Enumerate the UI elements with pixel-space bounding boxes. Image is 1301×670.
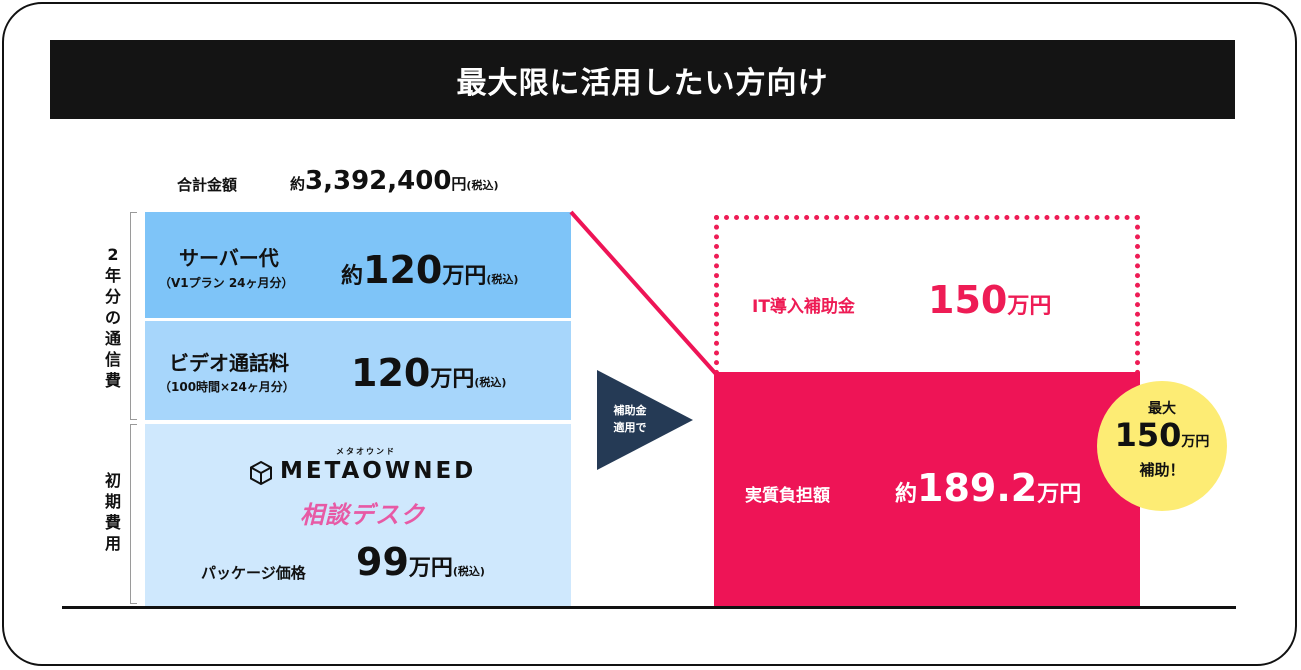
- baseline: [62, 606, 1236, 609]
- actual-amount: 189.2: [917, 466, 1038, 510]
- package-label: パッケージ価格: [201, 564, 306, 582]
- page-title-text: 最大限に活用したい方向け: [456, 65, 829, 101]
- video-call-sub: （100時間×24ヶ月分）: [159, 380, 295, 394]
- page-title: 最大限に活用したい方向け: [50, 40, 1235, 119]
- server-cost-unit: 万円: [442, 264, 487, 289]
- communication-group-label: 2年分の通信費: [104, 245, 121, 390]
- server-cost-sub: （V1プラン 24ヶ月分）: [159, 276, 294, 290]
- server-cost-title: サーバー代: [179, 246, 279, 270]
- communication-bracket: [130, 212, 137, 420]
- total-tax: (税込): [466, 179, 499, 192]
- badge-amount: 150: [1114, 416, 1182, 454]
- actual-prefix: 約: [895, 482, 918, 507]
- total-value: 約3,392,400円(税込): [290, 166, 498, 196]
- actual-price: 約189.2万円: [895, 466, 1081, 510]
- subsidy-label: IT導入補助金: [752, 297, 855, 317]
- subsidy-unit: 万円: [1007, 294, 1052, 319]
- actual-unit: 万円: [1037, 482, 1082, 507]
- server-cost-block: サーバー代 （V1プラン 24ヶ月分） 約120万円(税込): [145, 212, 571, 318]
- package-tax: (税込): [452, 565, 485, 578]
- subsidy-box: [714, 215, 1140, 375]
- arrow-text-line1: 補助金: [613, 404, 647, 417]
- badge-line1: 最大: [1148, 401, 1176, 417]
- actual-cost-box: [714, 372, 1140, 608]
- total-label: 合計金額: [177, 176, 238, 194]
- subsidy-amount: 150: [928, 278, 1008, 322]
- total-amount: 3,392,400: [305, 166, 452, 196]
- server-cost-tax: (税込): [486, 273, 519, 286]
- package-block: [145, 424, 571, 608]
- video-call-unit: 万円: [430, 367, 475, 392]
- badge-unit: 万円: [1181, 434, 1210, 450]
- video-call-block: ビデオ通話料 （100時間×24ヶ月分） 120万円(税込): [145, 321, 571, 420]
- metaowned-logo-icon: [250, 460, 272, 486]
- package-unit: 万円: [408, 556, 453, 581]
- video-call-tax: (税込): [474, 376, 507, 389]
- arrow-text-line2: 適用で: [613, 421, 647, 434]
- server-cost-price: 約120万円(税込): [341, 248, 518, 292]
- actual-label: 実質負担額: [745, 486, 830, 506]
- package-amount: 99: [356, 540, 409, 584]
- video-call-price: 120万円(税込): [351, 351, 506, 395]
- logo-sub: 相談デスク: [300, 501, 425, 529]
- subsidy-price: 150万円: [928, 278, 1051, 322]
- arrow-text: 補助金 適用で: [600, 402, 660, 436]
- server-cost-prefix: 約: [341, 264, 364, 289]
- badge-amount-row: 150万円: [1097, 418, 1227, 459]
- logo-text: METAOWNED: [280, 458, 477, 484]
- arrow-shape: [597, 370, 693, 470]
- video-call-amount: 120: [351, 351, 431, 395]
- video-call-title: ビデオ通話料: [169, 351, 289, 375]
- initial-group-label: 初期費用: [104, 471, 121, 553]
- server-cost-amount: 120: [363, 248, 443, 292]
- total-unit: 円: [451, 175, 467, 193]
- initial-bracket: [130, 424, 137, 604]
- badge-line3: 補助！: [1139, 461, 1185, 479]
- logo-ruby: メタオウンド: [336, 447, 396, 456]
- package-price: 99万円(税込): [356, 540, 485, 584]
- total-prefix: 約: [290, 175, 306, 193]
- max-subsidy-badge: 最大 150万円 補助！: [1097, 381, 1227, 511]
